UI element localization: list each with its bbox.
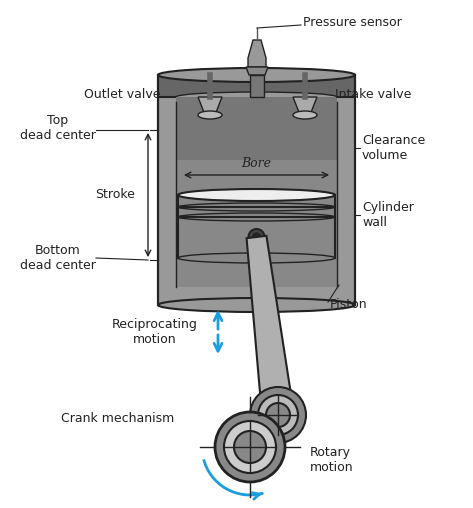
Text: Crank mechanism: Crank mechanism xyxy=(61,411,175,425)
Ellipse shape xyxy=(293,111,317,119)
Text: Piston: Piston xyxy=(330,299,368,311)
Ellipse shape xyxy=(198,111,222,119)
Text: Top
dead center: Top dead center xyxy=(20,114,96,142)
Bar xyxy=(176,97,337,160)
Text: Pressure sensor: Pressure sensor xyxy=(303,16,402,28)
Text: Rotary
motion: Rotary motion xyxy=(310,446,354,474)
Circle shape xyxy=(258,395,298,435)
Text: Bore: Bore xyxy=(242,157,272,170)
Polygon shape xyxy=(198,97,222,115)
Text: Cylinder
wall: Cylinder wall xyxy=(362,201,414,229)
Bar xyxy=(250,75,264,97)
Ellipse shape xyxy=(178,189,335,201)
Ellipse shape xyxy=(178,253,335,263)
Ellipse shape xyxy=(158,68,355,82)
Circle shape xyxy=(250,387,306,443)
Text: Outlet valve: Outlet valve xyxy=(84,88,160,102)
Polygon shape xyxy=(246,236,294,417)
Text: Clearance
volume: Clearance volume xyxy=(362,134,425,162)
Bar xyxy=(158,75,355,305)
Circle shape xyxy=(266,403,290,427)
Circle shape xyxy=(248,229,264,245)
Circle shape xyxy=(224,421,276,473)
Circle shape xyxy=(215,412,285,482)
Ellipse shape xyxy=(158,298,355,312)
Bar xyxy=(178,195,335,258)
Polygon shape xyxy=(293,97,317,115)
Polygon shape xyxy=(232,425,283,437)
Text: Reciprocating
motion: Reciprocating motion xyxy=(112,318,198,346)
Polygon shape xyxy=(246,67,268,75)
Text: Intake valve: Intake valve xyxy=(335,88,412,102)
Text: Stroke: Stroke xyxy=(95,187,135,201)
Circle shape xyxy=(234,431,266,463)
Circle shape xyxy=(253,233,261,241)
Bar xyxy=(176,93,337,287)
Bar xyxy=(158,75,355,97)
Text: Bottom
dead center: Bottom dead center xyxy=(20,244,96,272)
Ellipse shape xyxy=(176,92,337,102)
Polygon shape xyxy=(248,40,266,67)
